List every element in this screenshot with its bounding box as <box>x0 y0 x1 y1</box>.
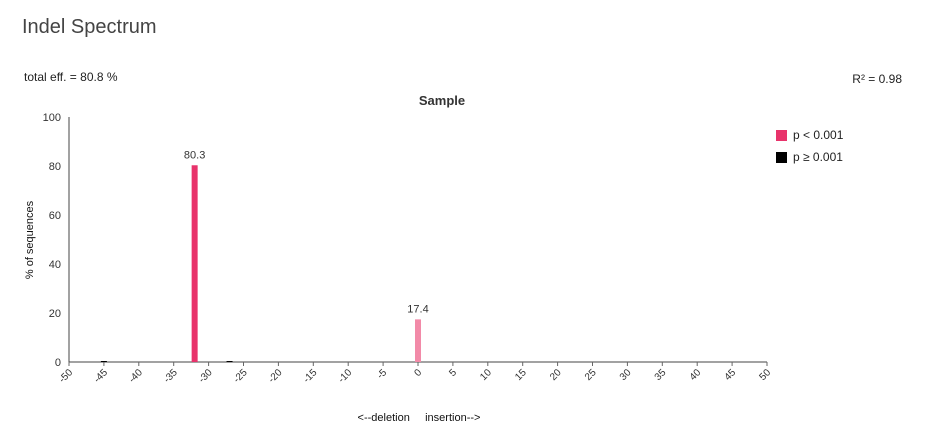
x-tick-label: -35 <box>162 367 180 385</box>
x-tick-label: 10 <box>478 367 494 383</box>
bar <box>415 319 421 362</box>
x-tick-label: 5 <box>447 367 459 379</box>
x-tick-label: 40 <box>688 367 704 383</box>
x-tick-label: 0 <box>412 367 424 379</box>
x-tick-label: 50 <box>757 367 773 383</box>
bar <box>191 165 198 362</box>
x-tick-label: -45 <box>92 367 110 385</box>
x-tick-label: -50 <box>57 367 75 385</box>
legend-label-significant: p < 0.001 <box>793 128 844 142</box>
total-efficiency-label: total eff. = 80.8 % <box>24 70 118 84</box>
x-tick-label: 35 <box>653 367 669 383</box>
bar-value-label: 17.4 <box>407 303 428 315</box>
x-axis-label: <--deletion insertion--> <box>358 412 481 424</box>
y-axis-label: % of sequences <box>24 200 36 279</box>
x-tick-label: -10 <box>336 367 354 385</box>
x-tick-label: 30 <box>618 367 634 383</box>
y-tick-label: 20 <box>49 308 61 320</box>
legend-swatch-not-significant <box>776 151 787 163</box>
legend-label-not-significant: p ≥ 0.001 <box>793 150 843 164</box>
bar-value-label: 80.3 <box>184 149 205 161</box>
chart-title: Sample <box>419 93 465 108</box>
x-tick-label: 45 <box>723 367 739 383</box>
y-tick-label: 100 <box>43 112 61 124</box>
x-tick-label: -30 <box>197 367 215 385</box>
x-tick-label: -20 <box>267 367 285 385</box>
x-tick-label: -40 <box>127 367 145 385</box>
legend-item-not-significant: p ≥ 0.001 <box>776 146 843 168</box>
r-squared-label: R² = 0.98 <box>852 72 902 86</box>
legend-item-significant: p < 0.001 <box>776 124 843 146</box>
x-tick-label: 25 <box>583 367 599 383</box>
x-tick-label: -5 <box>375 367 389 381</box>
legend-swatch-significant <box>776 129 787 141</box>
bars-group: 80.3 17.4 <box>100 149 429 362</box>
bar <box>100 361 107 362</box>
y-tick-label: 40 <box>49 259 61 271</box>
x-tick-label: -15 <box>301 367 319 385</box>
y-tick-label: 0 <box>55 357 61 369</box>
x-tick-label: -25 <box>232 367 250 385</box>
x-tick-label: 20 <box>548 367 564 383</box>
x-tick-label: 15 <box>513 367 529 383</box>
y-tick-label: 60 <box>49 210 61 222</box>
page-title: Indel Spectrum <box>22 16 157 38</box>
bar <box>226 361 233 362</box>
y-tick-label: 80 <box>49 161 61 173</box>
legend: p < 0.001 p ≥ 0.001 <box>776 124 843 168</box>
